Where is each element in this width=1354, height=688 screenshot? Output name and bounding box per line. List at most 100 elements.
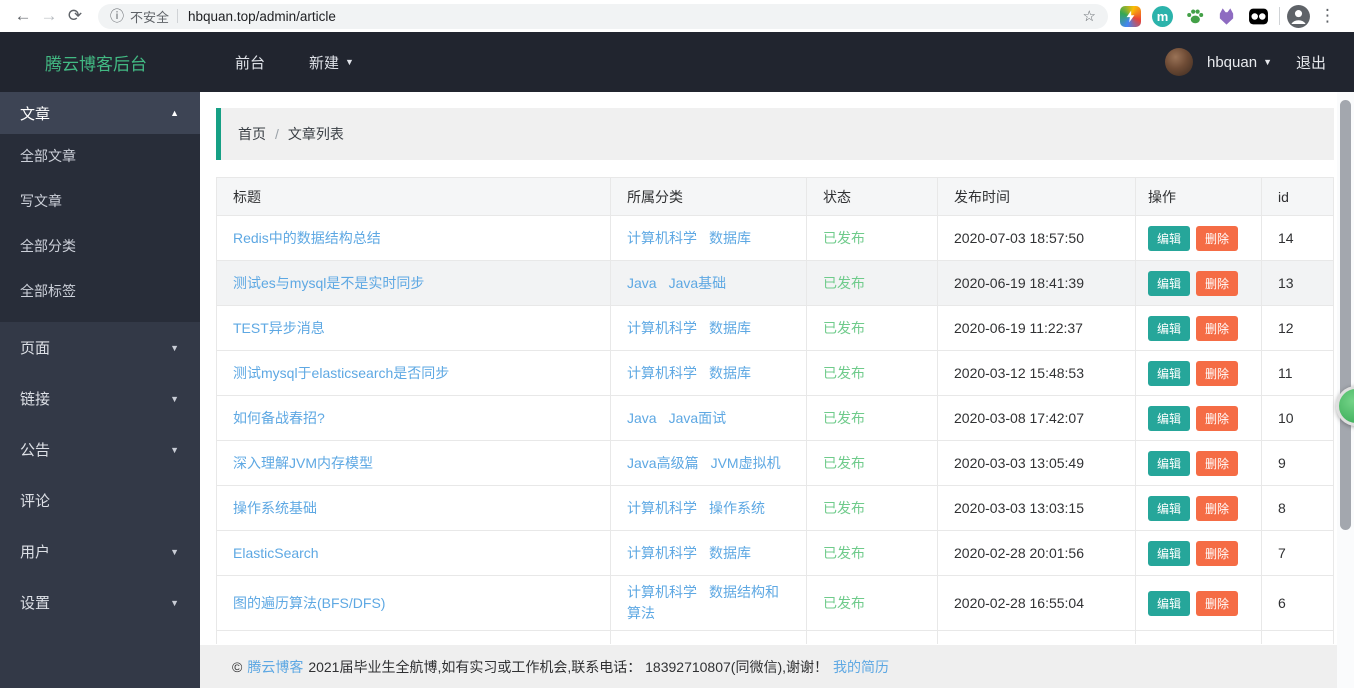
category-link[interactable]: 操作系统 [709,499,765,516]
edit-button[interactable]: 编辑 [1148,315,1191,341]
category-link[interactable]: 计算机科学 [627,364,697,381]
article-title-link[interactable]: 操作系统基础 [233,500,317,516]
app-brand[interactable]: 腾云博客后台 [45,54,147,74]
status-badge: 已发布 [823,545,865,561]
delete-button[interactable]: 删除 [1196,450,1239,476]
user-avatar[interactable] [1165,48,1193,76]
sidebar-item-label: 公告 [20,442,51,459]
sidebar-section-articles[interactable]: 文章 ▲ [0,92,200,134]
scrollbar-thumb[interactable] [1340,100,1351,530]
status-badge: 已发布 [823,230,865,246]
category-link[interactable]: Java面试 [668,409,727,426]
edit-button[interactable]: 编辑 [1148,495,1191,521]
category-link[interactable]: Java [627,274,657,291]
sidebar-item-label: 链接 [20,391,51,408]
delete-button[interactable]: 删除 [1196,360,1239,386]
edit-button[interactable]: 编辑 [1148,270,1191,296]
extension-lightning-icon[interactable] [1120,5,1141,27]
sidebar-item-all-articles[interactable]: 全部文章 [20,148,76,164]
resume-link[interactable]: 我的简历 [833,658,890,675]
edit-button[interactable]: 编辑 [1148,450,1191,476]
table-row: 深入理解JVM内存模型 Java高级篇 JVM虚拟机 已发布 2020-03-03… [217,441,1333,486]
sidebar-item-write-article[interactable]: 写文章 [20,193,62,209]
extension-paw-icon[interactable] [1184,6,1205,27]
delete-button[interactable]: 删除 [1196,270,1239,296]
delete-button[interactable]: 删除 [1196,315,1239,341]
extension-cat-icon[interactable] [1216,6,1237,27]
nav-item-new[interactable]: 新建 ▼ [309,52,354,73]
article-categories: Java Java面试 [627,408,726,429]
category-link[interactable]: 计算机科学 [627,229,697,246]
article-title-link[interactable]: 测试mysql于elasticsearch是否同步 [233,365,450,381]
category-link[interactable]: 数据结构和算法 [627,584,779,621]
article-id: 14 [1278,230,1294,246]
category-link[interactable]: Java基础 [668,274,727,291]
sidebar-item-pages[interactable]: 页面 ▼ [0,322,200,373]
category-link[interactable]: JVM虚拟机 [710,454,781,471]
sidebar-item-all-categories[interactable]: 全部分类 [20,238,76,254]
category-link[interactable]: 计算机科学 [627,319,697,336]
column-header-status: 状态 [807,178,938,215]
column-header-title: 标题 [217,178,611,215]
footer-brand-link[interactable]: 腾云博客 [247,658,304,675]
sidebar-item-settings[interactable]: 设置 ▼ [0,577,200,628]
category-link[interactable]: 数据库 [709,544,751,561]
delete-button[interactable]: 删除 [1196,495,1239,521]
address-bar[interactable]: ⓘ 不安全 hbquan.top/admin/article ☆ [98,3,1108,29]
browser-forward-icon[interactable]: → [40,6,58,25]
edit-button[interactable]: 编辑 [1148,405,1191,431]
edit-button[interactable]: 编辑 [1148,225,1191,251]
edit-button[interactable]: 编辑 [1148,540,1191,566]
delete-button[interactable]: 删除 [1196,590,1239,616]
site-info-icon[interactable]: ⓘ [110,8,124,24]
sidebar-item-users[interactable]: 用户 ▼ [0,526,200,577]
table-row: Redis中的数据结构总结 计算机科学 数据库 已发布 2020-07-03 18… [217,216,1333,261]
category-link[interactable]: 数据库 [709,229,751,246]
extension-glasses-icon[interactable] [1248,6,1269,27]
sidebar-item-comments[interactable]: 评论 [0,475,200,526]
address-divider [177,9,179,23]
sidebar: 文章 ▲ 全部文章写文章全部分类全部标签页面 ▼ 链接 ▼ 公告 ▼ 评论 用户 ▼ 设置 ▼ [0,92,200,688]
article-title-link[interactable]: 图的遍历算法(BFS/DFS) [233,595,386,611]
table-row: 操作系统基础 计算机科学 操作系统 已发布 2020-03-03 13:03:15… [217,486,1333,531]
article-categories: Java Java基础 [627,273,726,294]
article-title-link[interactable]: Redis中的数据结构总结 [233,230,381,246]
delete-button[interactable]: 删除 [1196,405,1239,431]
sidebar-item-announcements[interactable]: 公告 ▼ [0,424,200,475]
browser-profile-icon[interactable] [1286,4,1311,29]
category-link[interactable]: 计算机科学 [627,584,697,600]
caret-up-icon: ▲ [170,108,179,118]
nav-item-frontend[interactable]: 前台 [235,52,265,73]
category-link[interactable]: 计算机科学 [627,544,697,561]
logout-button[interactable]: 退出 [1295,54,1326,72]
browser-toolbar: ← → ⟳ ⓘ 不安全 hbquan.top/admin/article ☆ m [0,0,1354,32]
browser-back-icon[interactable]: ← [14,6,32,25]
article-categories: 计算机科学 数据库 [627,543,751,564]
sidebar-item-links[interactable]: 链接 ▼ [0,373,200,424]
bookmark-star-icon[interactable]: ☆ [1082,8,1096,25]
breadcrumb-home[interactable]: 首页 [238,126,266,142]
category-link[interactable]: 计算机科学 [627,499,697,516]
nav-item-label: 新建 [309,54,340,72]
browser-refresh-icon[interactable]: ⟳ [67,6,83,25]
article-title-link[interactable]: TEST异步消息 [233,320,325,336]
category-link[interactable]: 数据库 [709,364,751,381]
edit-button[interactable]: 编辑 [1148,590,1191,616]
article-title-link[interactable]: 测试es与mysql是不是实时同步 [233,275,425,291]
delete-button[interactable]: 删除 [1196,225,1239,251]
delete-button[interactable]: 删除 [1196,540,1239,566]
article-title-link[interactable]: ElasticSearch [233,545,319,561]
category-link[interactable]: Java高级篇 [627,454,699,471]
breadcrumb-separator: / [275,126,279,142]
extension-m-icon[interactable]: m [1152,5,1173,27]
user-menu[interactable]: hbquan ▼ [1207,54,1272,71]
article-title-link[interactable]: 深入理解JVM内存模型 [233,455,373,471]
category-link[interactable]: Java [627,409,657,426]
edit-button[interactable]: 编辑 [1148,360,1191,386]
article-id: 12 [1278,320,1294,336]
url-text[interactable]: hbquan.top/admin/article [188,8,336,24]
sidebar-item-all-tags[interactable]: 全部标签 [20,283,76,299]
article-title-link[interactable]: 如何备战春招? [233,410,325,426]
category-link[interactable]: 数据库 [709,319,751,336]
browser-menu-icon[interactable]: ⋮ [1319,6,1336,25]
